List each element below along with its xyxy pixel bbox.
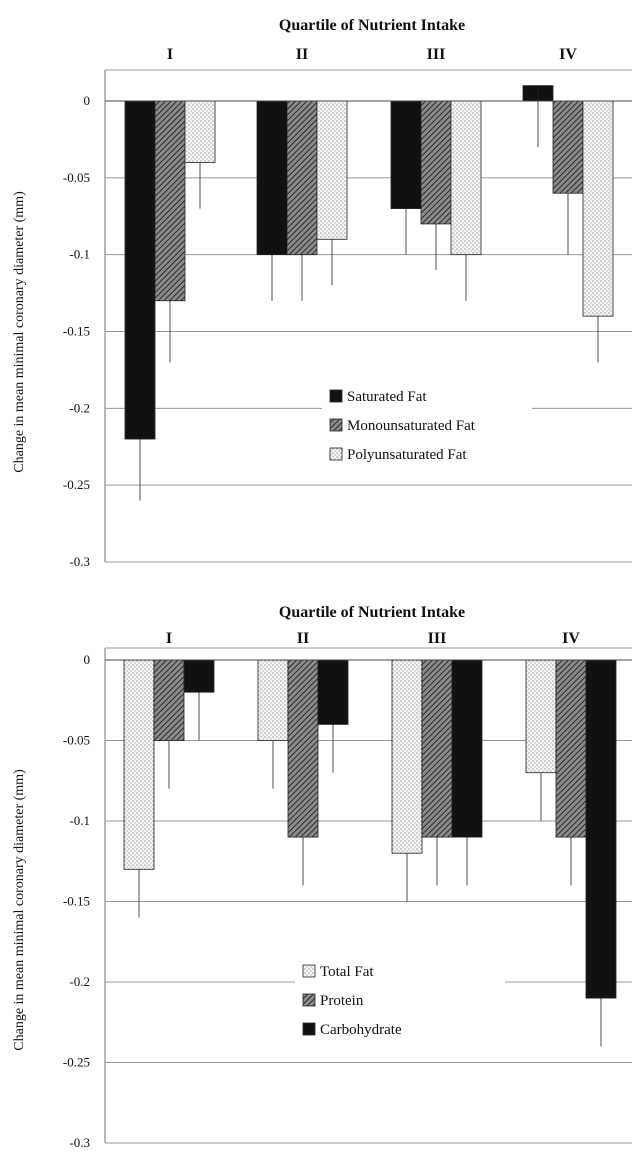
y-tick-label: 0 <box>84 93 91 108</box>
legend-swatch <box>302 1022 316 1036</box>
bar <box>450 100 482 256</box>
bar <box>582 100 614 317</box>
y-tick-label: -0.05 <box>63 733 90 748</box>
bar <box>183 659 215 693</box>
y-tick-label: -0.1 <box>69 247 90 262</box>
bar <box>257 659 289 741</box>
bar <box>154 100 186 302</box>
bar <box>256 100 288 256</box>
category-labels: I II III IV <box>167 46 577 63</box>
legend-label: Protein <box>320 993 364 1009</box>
bar <box>555 659 587 838</box>
bar <box>420 100 452 225</box>
category-label: II <box>297 630 309 647</box>
y-tick-label: -0.3 <box>69 1135 90 1147</box>
chart-bottom: Quartile of Nutrient Intake I II III IV 0-0… <box>12 604 632 1150</box>
y-tick-label: -0.1 <box>69 813 90 828</box>
plot-frame <box>104 69 632 562</box>
legend-label: Saturated Fat <box>347 389 427 405</box>
error-bars <box>139 85 599 501</box>
y-tick-label: 0 <box>84 652 91 667</box>
category-labels: I II III IV <box>166 630 580 647</box>
y-tick-label: -0.25 <box>63 477 90 492</box>
y-tick-label: -0.2 <box>69 974 90 989</box>
bar <box>317 659 349 725</box>
bar <box>286 100 318 256</box>
y-tick-label: -0.15 <box>63 894 90 909</box>
bar <box>525 659 557 774</box>
bar <box>153 659 185 741</box>
category-label: III <box>428 630 447 647</box>
y-tick-label: -0.25 <box>63 1055 90 1070</box>
bar <box>390 100 422 209</box>
y-tick-labels: 0 -0.05 -0.1 -0.15 -0.2 -0.25 -0.3 <box>63 652 91 1150</box>
y-tick-label: -0.2 <box>69 400 90 415</box>
y-tick-labels: 0 -0.05 -0.1 -0.15 -0.2 -0.25 -0.3 <box>63 93 90 569</box>
bar <box>552 100 584 194</box>
legend-label: Carbohydrate <box>320 1022 402 1038</box>
legend: Total Fat Protein Carbohydrate <box>295 956 505 1053</box>
legend-swatch <box>302 993 316 1007</box>
bars <box>123 659 617 999</box>
bar <box>391 659 423 854</box>
chart-title: Quartile of Nutrient Intake <box>279 17 465 34</box>
category-label: IV <box>559 46 577 63</box>
category-label: I <box>167 46 173 63</box>
y-axis-label: Change in mean minimal coronary diameter… <box>12 191 27 473</box>
error-bars <box>138 692 602 1047</box>
bars <box>124 85 614 440</box>
chart-top: Quartile of Nutrient Intake I II III IV 0-0… <box>12 17 632 569</box>
legend-label: Total Fat <box>320 964 374 980</box>
legend-swatch <box>329 418 343 432</box>
y-tick-label: -0.3 <box>69 554 90 569</box>
y-tick-label: -0.15 <box>63 324 90 339</box>
legend-swatch <box>329 447 343 461</box>
bar <box>316 100 348 240</box>
legend-swatch <box>329 389 343 403</box>
bar <box>287 659 319 838</box>
legend: Saturated Fat Monounsaturated Fat Polyunsa… <box>322 381 532 478</box>
category-label: III <box>427 46 446 63</box>
y-axis-label: Change in mean minimal coronary diameter… <box>12 769 27 1051</box>
bar <box>585 659 617 999</box>
category-label: IV <box>562 630 580 647</box>
chart-title: Quartile of Nutrient Intake <box>279 604 465 621</box>
legend-label: Polyunsaturated Fat <box>347 447 467 463</box>
legend-swatch <box>302 964 316 978</box>
category-label: II <box>296 46 308 63</box>
plot-frame <box>104 647 632 1143</box>
category-label: I <box>166 630 172 647</box>
bar <box>421 659 453 838</box>
gridlines <box>105 659 632 1144</box>
bar <box>124 100 156 440</box>
legend-label: Monounsaturated Fat <box>347 418 476 434</box>
legend-background <box>295 956 505 1053</box>
legend-background <box>322 381 532 478</box>
y-tick-label: -0.05 <box>63 170 90 185</box>
bar <box>451 659 483 838</box>
bar <box>184 100 216 163</box>
bar <box>123 659 155 870</box>
